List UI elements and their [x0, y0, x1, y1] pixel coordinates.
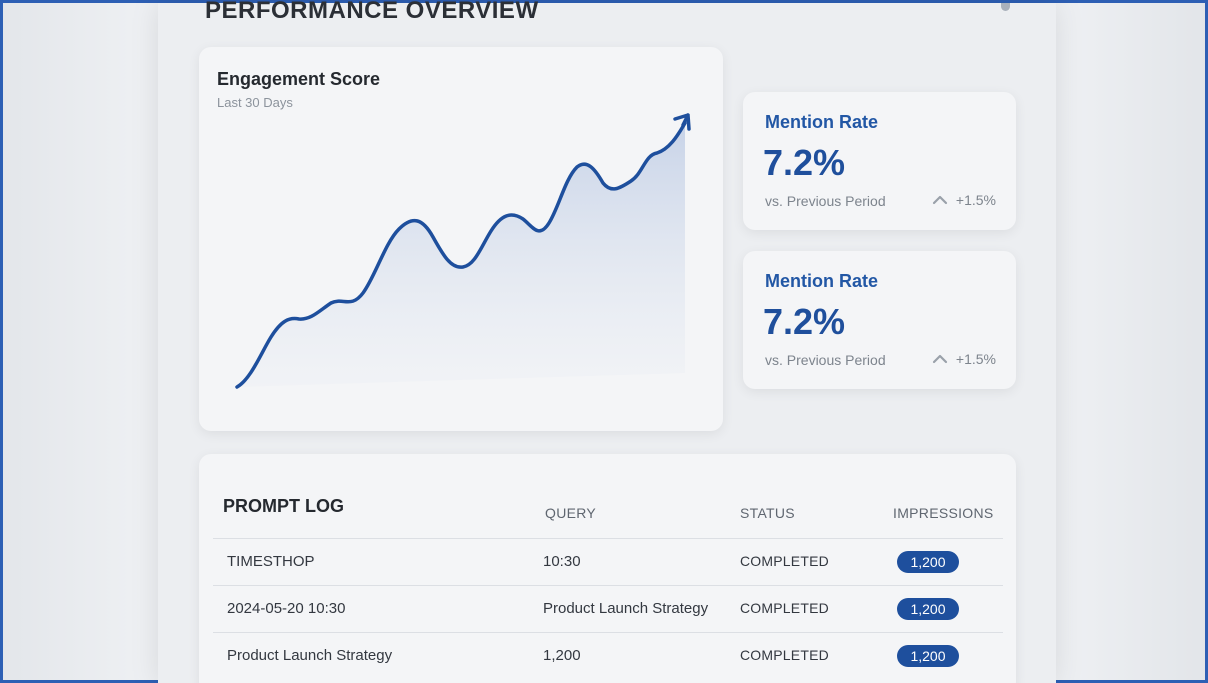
stat-change: +1.5%	[932, 351, 996, 367]
table-row[interactable]: Product Launch Strategy 1,200 COMPLETED …	[213, 632, 1003, 679]
chevron-up-icon	[932, 195, 948, 205]
stat-card-mention-rate[interactable]: Mention Rate 7.2% vs. Previous Period +1…	[743, 92, 1016, 230]
scrollbar-thumb[interactable]	[1001, 3, 1010, 11]
stat-label: Mention Rate	[765, 271, 879, 291]
cell-status: COMPLETED	[740, 553, 829, 569]
column-header-impressions[interactable]: IMPRESSIONS	[893, 505, 994, 521]
chart-line	[235, 121, 687, 389]
stat-compare-label: vs. Previous Period	[765, 352, 886, 368]
engagement-chart-card: Engagement Score Last 30 Days	[199, 47, 723, 431]
table-row[interactable]: TIMESTHOP 10:30 COMPLETED 1,200	[213, 538, 1003, 585]
impressions-badge: 1,200	[897, 598, 959, 620]
stat-change: +1.5%	[932, 192, 996, 208]
chart-title: Engagement Score	[217, 69, 381, 89]
stat-label: Mention Rate	[765, 112, 879, 132]
cell-query: 1,200	[543, 647, 581, 664]
chevron-up-icon	[932, 354, 948, 364]
cell-query: Product Launch Strategy	[543, 600, 709, 617]
prompt-log-title: PROMPT LOG	[223, 496, 344, 516]
engagement-chart	[235, 113, 691, 389]
cell-timestamp: Product Launch Strategy	[227, 647, 393, 664]
chart-area-fill	[237, 123, 685, 387]
stat-change-value: +1.5%	[955, 351, 996, 367]
impressions-badge: 1,200	[897, 645, 959, 667]
page-title: PERFORMANCE OVERVIEW	[205, 0, 539, 24]
column-header-status[interactable]: STATUS	[740, 505, 795, 521]
trend-arrow-icon	[673, 113, 691, 131]
table-row[interactable]: 2024-05-20 10:30 Product Launch Strategy…	[213, 585, 1003, 632]
stat-value: 7.2%	[763, 301, 846, 342]
prompt-log-card: PROMPT LOG QUERY STATUS IMPRESSIONS TIME…	[199, 454, 1016, 683]
cell-status: COMPLETED	[740, 600, 829, 616]
impressions-badge: 1,200	[897, 551, 959, 573]
cell-query: 10:30	[543, 553, 581, 570]
stat-value: 7.2%	[763, 142, 846, 183]
cell-timestamp: 2024-05-20 10:30	[227, 600, 346, 617]
stat-compare-label: vs. Previous Period	[765, 193, 886, 209]
stat-card-mention-rate-2[interactable]: Mention Rate 7.2% vs. Previous Period +1…	[743, 251, 1016, 389]
chart-subtitle: Last 30 Days	[217, 95, 293, 110]
stat-change-value: +1.5%	[955, 192, 996, 208]
cell-status: COMPLETED	[740, 647, 829, 663]
column-header-query[interactable]: QUERY	[545, 505, 597, 521]
cell-timestamp: TIMESTHOP	[227, 553, 315, 570]
